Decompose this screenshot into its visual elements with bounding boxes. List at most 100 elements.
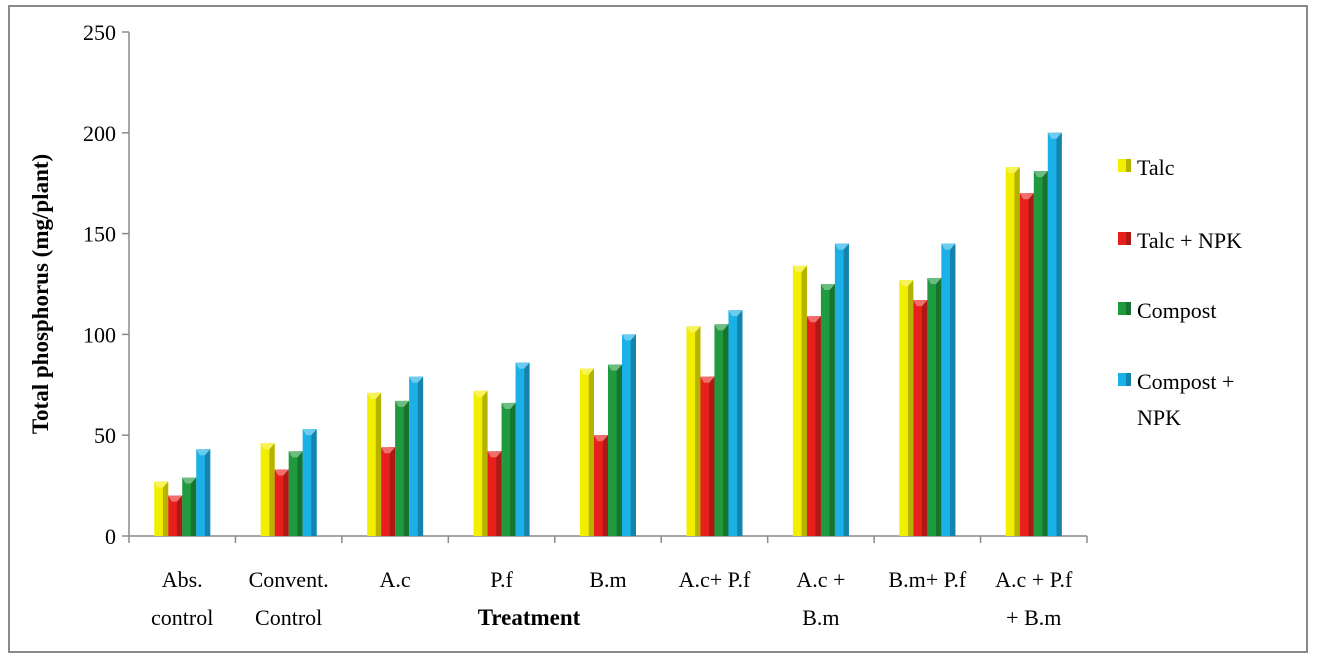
bar-shade (630, 334, 636, 536)
bar (941, 243, 956, 536)
bar-top-bevel (473, 390, 488, 397)
x-category-label: control (151, 605, 213, 630)
bar-top-bevel (792, 265, 807, 272)
bar-top-bevel (927, 277, 942, 284)
bar (927, 277, 942, 536)
bar (580, 368, 594, 536)
bar-top-bevel (182, 477, 197, 484)
bar-top-bevel (196, 449, 211, 456)
bar-shade (829, 284, 835, 536)
bar (820, 284, 835, 536)
bar-top-bevel (820, 284, 835, 290)
bar-shade (297, 451, 303, 536)
bar-shade (417, 376, 424, 536)
bar-top-bevel (395, 400, 410, 407)
bar (487, 451, 502, 536)
bar-shade (843, 243, 849, 536)
bar-top-bevel (1019, 193, 1034, 200)
x-category-label: A.c+ P.f (679, 567, 751, 592)
bar-shade (403, 400, 410, 536)
bar (806, 316, 821, 536)
bar (154, 481, 169, 536)
bar (182, 477, 197, 536)
bar (594, 435, 608, 536)
bar (622, 334, 636, 536)
y-tick-label: 250 (83, 20, 116, 45)
bar-top-bevel (608, 364, 622, 371)
legend-item: Compost (1118, 298, 1216, 323)
legend-label: NPK (1137, 405, 1181, 430)
bar-shade (950, 243, 956, 536)
bar (834, 243, 849, 536)
y-tick-label: 100 (83, 322, 116, 347)
bar-shade (162, 481, 169, 536)
legend-label: Compost (1137, 298, 1216, 323)
bar-shade (815, 316, 821, 536)
x-category-label: A.c + (796, 567, 845, 592)
legend-swatch-shade (1126, 302, 1131, 315)
bar-shade (709, 376, 715, 536)
bar-shade (389, 447, 396, 536)
bar-shade (723, 324, 729, 536)
x-category-label: B.m (802, 605, 839, 630)
bar-top-bevel (409, 376, 424, 383)
y-tick-label: 0 (105, 524, 116, 549)
legend-item: Compost + NPK (1118, 369, 1234, 430)
bar-shade (695, 326, 701, 536)
bar-top-bevel (154, 481, 169, 488)
series-compost-npk (196, 132, 1062, 537)
bar-top-bevel (622, 334, 636, 341)
x-category-label: + B.m (1006, 605, 1061, 630)
bar (714, 324, 729, 536)
bar-shade (204, 449, 211, 536)
bar-top-bevel (806, 316, 821, 323)
bar (913, 300, 928, 536)
bar (1047, 132, 1062, 537)
bar (367, 392, 382, 536)
legend-swatch-shade (1126, 232, 1131, 245)
bar-top-bevel (686, 326, 701, 333)
bar-top-bevel (1047, 132, 1062, 139)
y-tick-label: 200 (83, 121, 116, 146)
bar-top-bevel (1005, 167, 1020, 174)
bar (899, 279, 914, 536)
bar (501, 402, 516, 536)
bar-shade (936, 277, 942, 536)
bar (409, 376, 424, 536)
x-category-label: Convent. (249, 567, 329, 592)
bar-shade (283, 469, 289, 536)
chart-border (8, 5, 1308, 653)
bar-shade (922, 300, 928, 536)
bar-top-bevel (515, 362, 530, 369)
bar-shade (524, 362, 530, 536)
bar (1033, 171, 1048, 536)
bar-shade (482, 390, 488, 536)
bar-shade (1056, 132, 1062, 537)
legend-item: Talc + NPK (1118, 228, 1242, 253)
bar-shade (510, 402, 516, 536)
series-talc (154, 167, 1020, 536)
bars (154, 132, 1062, 537)
bar-shade (588, 368, 594, 536)
bar (381, 447, 396, 536)
bar (608, 364, 622, 536)
series-compost (182, 171, 1048, 536)
bar (302, 429, 317, 536)
bar (686, 326, 701, 536)
x-category-label: P.f (490, 567, 513, 592)
bar-top-bevel (899, 279, 914, 286)
y-tick-label: 50 (94, 423, 116, 448)
legend-item: Talc (1118, 155, 1175, 180)
bar-top-bevel (834, 243, 849, 250)
x-category-label: A.c + P.f (995, 567, 1073, 592)
bar-top-bevel (501, 402, 516, 409)
bar-shade (908, 279, 914, 536)
labels: 0 50 100 150 200 250 Abs. control Convent. Contro… (28, 20, 1073, 630)
bar-top-bevel (381, 447, 396, 454)
bar-top-bevel (288, 451, 303, 458)
bar (515, 362, 530, 536)
series-talc-npk (168, 193, 1034, 536)
bar-top-bevel (941, 243, 956, 250)
